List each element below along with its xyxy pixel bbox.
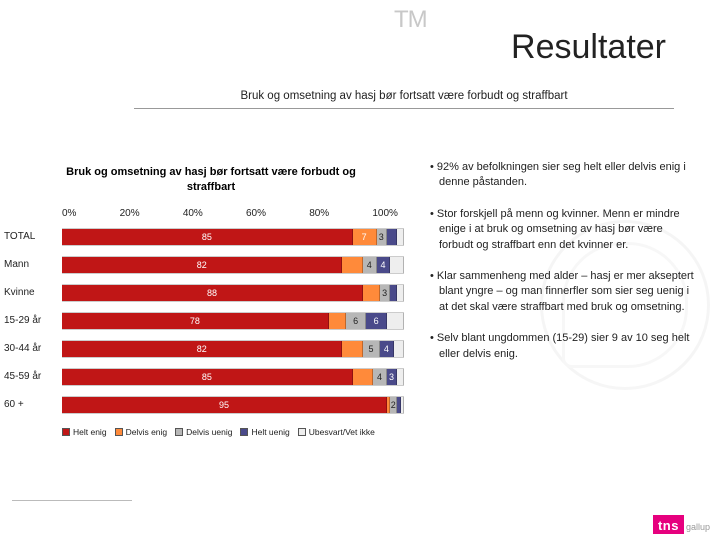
- bar-container: 88 3: [62, 284, 404, 302]
- bar-segment: 3: [387, 369, 397, 385]
- brand-logo: tns gallup: [653, 515, 710, 534]
- trademark-mark: TM: [394, 6, 427, 34]
- bar-segment: 4: [380, 341, 394, 357]
- legend-label: Helt uenig: [251, 427, 289, 437]
- row-label: 30-44 år: [4, 343, 62, 354]
- legend-item: Ubesvart/Vet ikke: [298, 427, 375, 437]
- bar-container: 82 44: [62, 256, 404, 274]
- bullet-item: Stor forskjell på menn og kvinner. Menn …: [430, 207, 696, 253]
- bar-segment: [342, 341, 363, 357]
- bullet-item: Klar sammenheng med alder – hasj er mer …: [430, 269, 696, 315]
- axis-tick: 60%: [246, 208, 266, 219]
- bar-segment: 6: [366, 313, 387, 329]
- chart-legend: Helt enig Delvis enig Delvis uenig Helt uen…: [4, 427, 404, 437]
- bar-segment: 4: [373, 369, 387, 385]
- legend-swatch: [298, 428, 306, 436]
- row-label: TOTAL: [4, 231, 62, 242]
- page-subtitle: Bruk og omsetning av hasj bør fortsatt v…: [134, 90, 674, 109]
- axis-tick: 20%: [120, 208, 140, 219]
- bar-segment: [397, 229, 404, 245]
- bar-segment: 78: [62, 313, 329, 329]
- legend-item: Delvis uenig: [175, 427, 232, 437]
- bar-segment: [394, 341, 404, 357]
- row-label: Mann: [4, 259, 62, 270]
- bar-segment: [363, 285, 380, 301]
- bar-segment: [401, 397, 404, 413]
- bar-container: 82 54: [62, 340, 404, 358]
- bar-segment: 4: [377, 257, 391, 273]
- bar-segment: 7: [353, 229, 377, 245]
- chart-area: Bruk og omsetning av hasj bør fortsatt v…: [4, 165, 404, 437]
- legend-label: Delvis enig: [126, 427, 168, 437]
- footer-divider: [12, 500, 132, 501]
- legend-item: Helt uenig: [240, 427, 289, 437]
- bar-segment: [329, 313, 346, 329]
- chart-row: TOTAL8573: [4, 223, 404, 251]
- bar-segment: [342, 257, 363, 273]
- bar-segment: 5: [363, 341, 380, 357]
- axis-tick: 80%: [309, 208, 329, 219]
- row-label: 15-29 år: [4, 315, 62, 326]
- bar-container: 78 66: [62, 312, 404, 330]
- legend-item: Delvis enig: [115, 427, 168, 437]
- bar-segment: 4: [363, 257, 377, 273]
- legend-item: Helt enig: [62, 427, 107, 437]
- chart-row: 15-29 år78 66: [4, 307, 404, 335]
- bar-segment: 82: [62, 341, 342, 357]
- row-label: Kvinne: [4, 287, 62, 298]
- legend-swatch: [240, 428, 248, 436]
- bar-segment: 3: [380, 285, 390, 301]
- chart-row: Kvinne88 3: [4, 279, 404, 307]
- bar-segment: [397, 369, 404, 385]
- bar-segment: [390, 285, 397, 301]
- logo-box: tns: [653, 515, 684, 534]
- bullet-item: 92% av befolkningen sier seg helt eller …: [430, 160, 696, 191]
- row-label: 45-59 år: [4, 371, 62, 382]
- axis-tick: 40%: [183, 208, 203, 219]
- bar-segment: 82: [62, 257, 342, 273]
- page-title: Resultater: [511, 28, 666, 67]
- axis-tick: 100%: [372, 208, 398, 219]
- axis-tick: 0%: [62, 208, 76, 219]
- bar-segment: 2: [390, 397, 397, 413]
- bar-container: 952: [62, 396, 404, 414]
- chart-row: Mann82 44: [4, 251, 404, 279]
- legend-label: Ubesvart/Vet ikke: [309, 427, 375, 437]
- legend-swatch: [175, 428, 183, 436]
- bar-segment: [390, 257, 404, 273]
- bullet-item: Selv blant ungdommen (15-29) sier 9 av 1…: [430, 331, 696, 362]
- bar-segment: 85: [62, 229, 353, 245]
- chart-row: 60 +952: [4, 391, 404, 419]
- logo-text: gallup: [686, 522, 710, 534]
- legend-swatch: [115, 428, 123, 436]
- bar-container: 8573: [62, 228, 404, 246]
- bar-segment: 3: [377, 229, 387, 245]
- legend-label: Delvis uenig: [186, 427, 232, 437]
- chart-axis: 0% 20% 40% 60% 80% 100%: [4, 205, 404, 223]
- bar-segment: 6: [346, 313, 367, 329]
- chart-row: 45-59 år85 43: [4, 363, 404, 391]
- chart-title: Bruk og omsetning av hasj bør fortsatt v…: [4, 165, 404, 205]
- legend-label: Helt enig: [73, 427, 107, 437]
- row-label: 60 +: [4, 399, 62, 410]
- bar-segment: 88: [62, 285, 363, 301]
- bar-segment: [387, 229, 397, 245]
- bar-container: 85 43: [62, 368, 404, 386]
- bar-segment: 95: [62, 397, 387, 413]
- chart-row: 30-44 år82 54: [4, 335, 404, 363]
- bar-segment: [387, 313, 404, 329]
- bar-segment: [353, 369, 374, 385]
- bar-segment: 85: [62, 369, 353, 385]
- bullet-list: 92% av befolkningen sier seg helt eller …: [430, 160, 696, 378]
- legend-swatch: [62, 428, 70, 436]
- bar-segment: [397, 285, 404, 301]
